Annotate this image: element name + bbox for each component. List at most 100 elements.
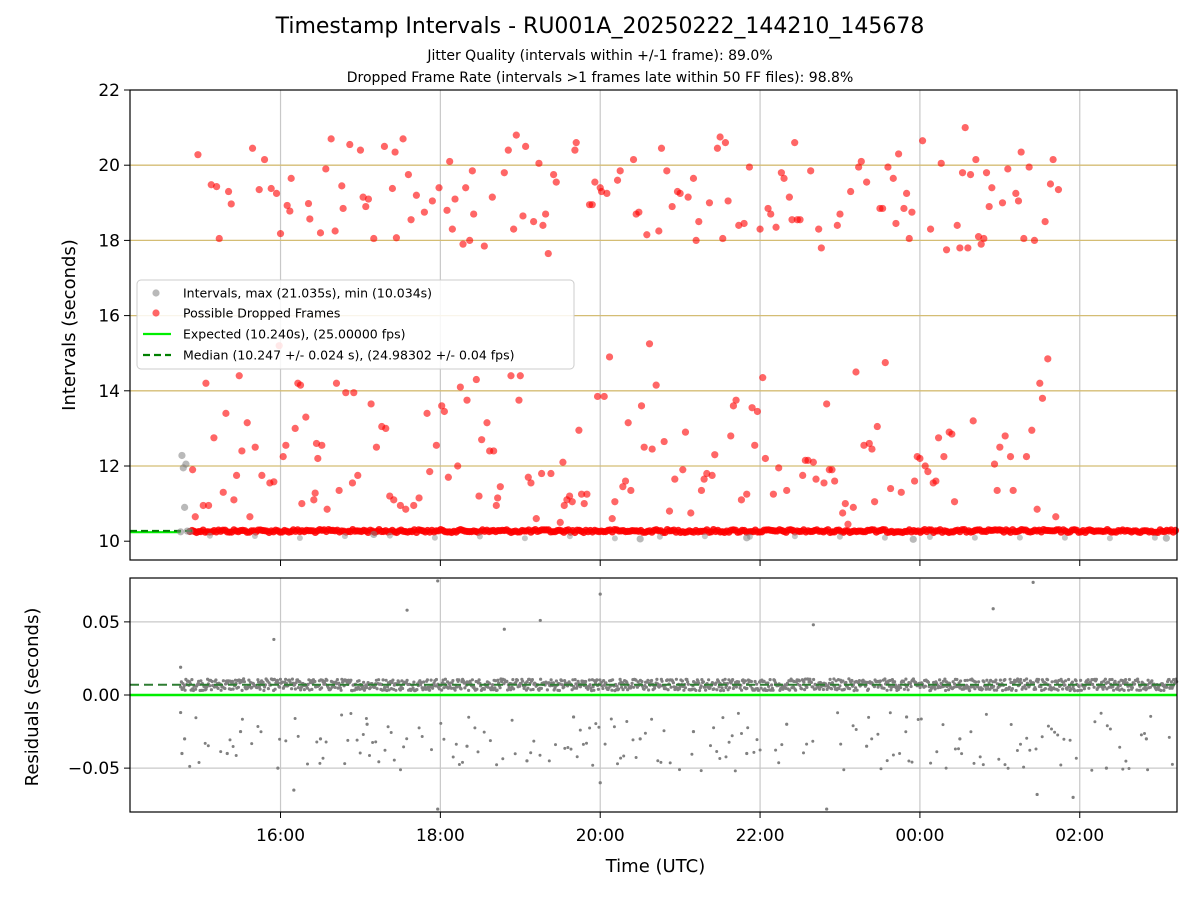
dropped-frame-point (202, 379, 210, 387)
residual-point (357, 679, 361, 683)
residual-point (966, 685, 970, 689)
dropped-frame-point (396, 501, 405, 510)
residual-point (459, 687, 463, 691)
dropped-frame-point (539, 221, 547, 229)
residual-point (545, 688, 550, 692)
residual-point (1006, 766, 1010, 770)
residual-point (988, 687, 992, 691)
residual-point (1113, 679, 1117, 684)
interval-point (251, 533, 258, 539)
residual-point (737, 680, 741, 684)
dropped-frame-point (621, 477, 630, 485)
residual-point (386, 685, 390, 689)
dropped-frame-point (764, 204, 772, 213)
dropped-frame-point (443, 206, 451, 214)
dropped-frame-point (855, 163, 863, 171)
residual-point (491, 683, 495, 687)
dropped-frame-point (392, 234, 401, 242)
residual-point (1059, 763, 1063, 767)
residual-point (179, 685, 183, 689)
dropped-frame-point (681, 428, 690, 436)
residual-point (1064, 679, 1068, 683)
residual-point (566, 746, 570, 749)
dropped-frame-point (255, 186, 263, 194)
dropped-frame-point (629, 155, 638, 164)
dropped-frame-point (456, 383, 464, 391)
residual-point (655, 677, 659, 682)
dropped-frame-point (350, 389, 358, 397)
dropped-frame-point (519, 212, 527, 220)
residual-point (728, 686, 732, 690)
dropped-frame-point (1033, 505, 1041, 513)
residual-point (197, 761, 201, 764)
residual-point (650, 678, 654, 683)
dropped-frame-point (892, 219, 900, 228)
residual-point (1046, 724, 1050, 728)
residual-point (203, 741, 207, 745)
dropped-frame-point (719, 234, 727, 243)
residual-point (876, 732, 880, 736)
dropped-frame-point (1004, 165, 1012, 173)
dropped-frame-point (852, 368, 860, 376)
residual-point (335, 678, 339, 682)
residual-point (1082, 687, 1086, 691)
dropped-frame-point (210, 434, 218, 442)
residual-point (306, 762, 309, 766)
residual-point (851, 724, 855, 728)
residual-point (777, 761, 781, 765)
dropped-frame-point (415, 494, 423, 502)
dropped-frame-point (873, 422, 881, 431)
residual-outlier (183, 737, 187, 741)
dropped-frame-point (191, 513, 199, 521)
residual-point (586, 687, 590, 691)
residual-point (320, 686, 324, 690)
residual-point (749, 679, 754, 684)
residual-point (620, 685, 624, 689)
dropped-frame-point (745, 163, 754, 171)
dropped-frame-point (1036, 379, 1044, 387)
dropped-frame-point (748, 404, 756, 412)
dropped-frame-point (788, 216, 796, 224)
bottom-y-axis-label: Residuals (seconds) (22, 608, 43, 787)
residual-point (908, 682, 913, 686)
residual-point (1121, 679, 1125, 683)
residual-point (623, 685, 628, 689)
residual-point (1162, 688, 1166, 693)
residual-point (490, 685, 494, 690)
residual-point (985, 678, 989, 682)
residual-outlier (365, 722, 369, 726)
residual-point (375, 687, 379, 691)
residual-point (488, 739, 492, 743)
residual-point (625, 720, 629, 723)
residual-point (547, 759, 551, 763)
residual-point (938, 678, 942, 682)
dropped-frame-point (608, 515, 616, 523)
dropped-frame-point (332, 379, 341, 387)
residual-point (1040, 735, 1044, 739)
dropped-frame-point (399, 135, 407, 143)
residual-point (296, 686, 300, 690)
residual-point (839, 742, 843, 746)
residual-point (591, 685, 595, 689)
residual-point (1003, 678, 1007, 682)
dropped-frame-point (648, 445, 656, 453)
residual-point (703, 685, 707, 689)
residual-point (1110, 677, 1114, 682)
dropped-frame-point (679, 466, 687, 474)
interval-point (296, 535, 303, 541)
residual-outlier (825, 807, 829, 811)
residual-point (563, 746, 567, 750)
bottom-xtick-label: 00:00 (895, 826, 944, 846)
residual-point (755, 682, 759, 686)
dropped-frame-point (926, 225, 935, 233)
residual-point (240, 688, 244, 693)
chart-subtitle-jitter: Jitter Quality (intervals within +/-1 fr… (427, 48, 773, 64)
residual-point (704, 688, 708, 692)
residual-point (631, 738, 635, 742)
residual-point (721, 716, 725, 720)
residual-point (349, 712, 353, 715)
residual-point (995, 688, 999, 692)
residual-point (273, 687, 277, 691)
dropped-frame-point (440, 407, 448, 416)
residual-point (727, 740, 731, 744)
